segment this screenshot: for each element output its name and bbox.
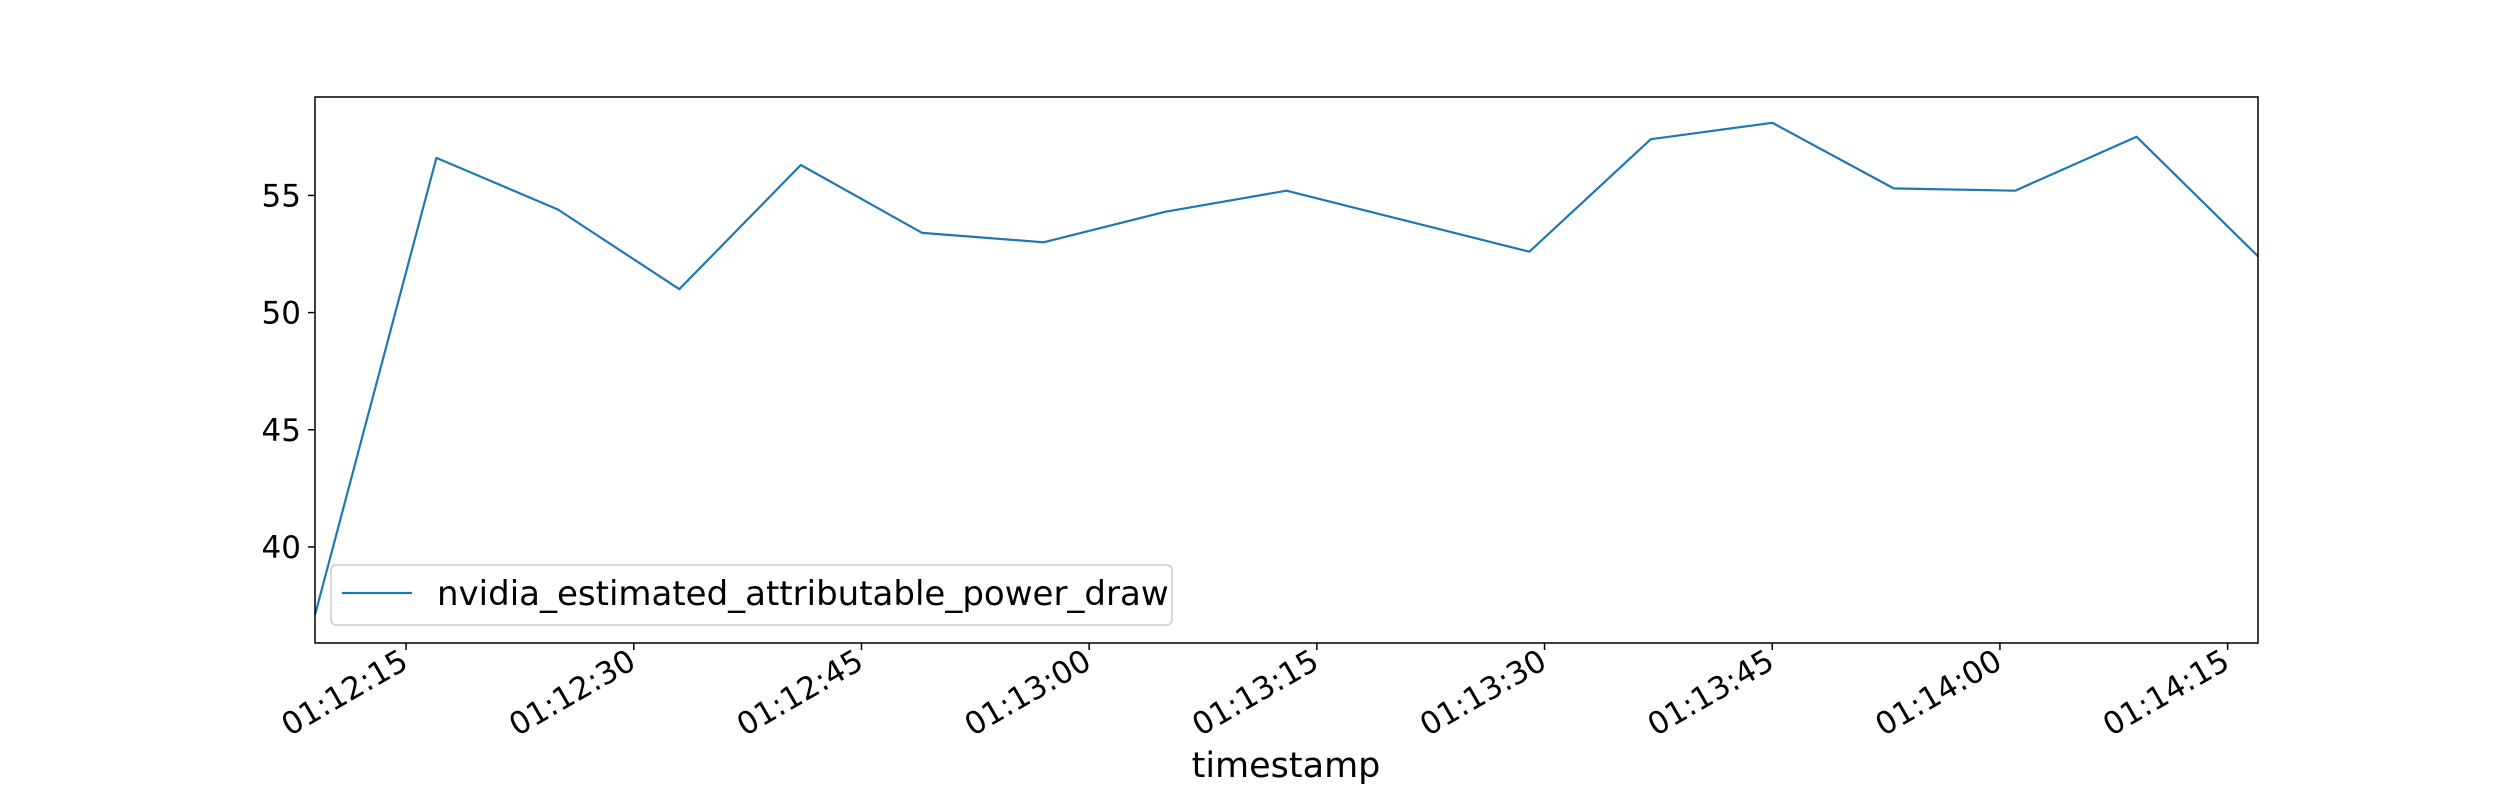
y-tick-label: 40 (262, 530, 301, 566)
plot-area (313, 121, 2259, 616)
y-tick-label: 50 (262, 296, 301, 332)
axes-frame (314, 96, 2259, 644)
y-tick-label: 55 (262, 178, 301, 214)
legend-frame (330, 564, 1173, 626)
y-axis-ticks: 40 45 50 55 (262, 178, 315, 566)
x-axis-label: timestamp (1192, 746, 1381, 786)
y-tick-label: 45 (262, 413, 301, 449)
legend: nvidia_estimated_attributable_power_draw (330, 564, 1173, 626)
series-line (313, 121, 2259, 616)
legend-label: nvidia_estimated_attributable_power_draw (437, 574, 1169, 614)
